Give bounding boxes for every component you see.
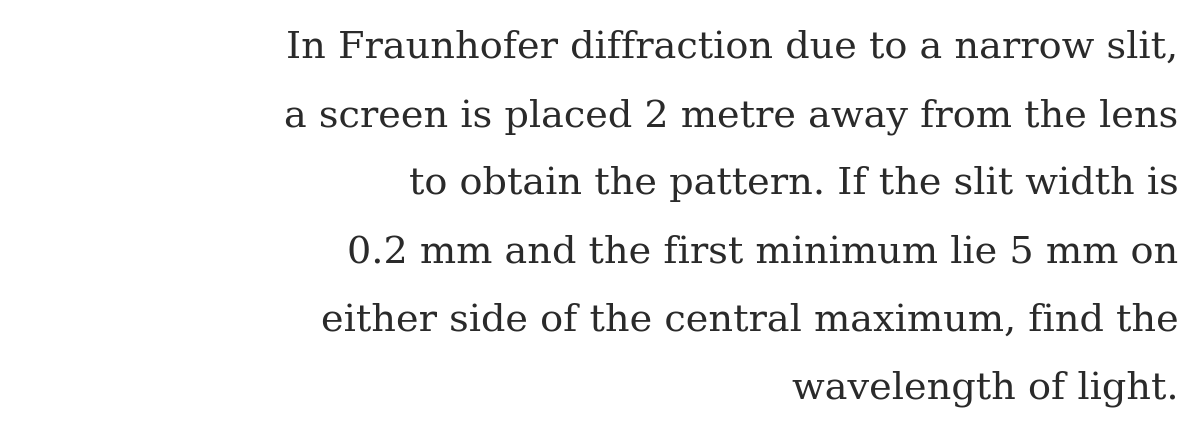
Text: to obtain the pattern. If the slit width is: to obtain the pattern. If the slit width… (409, 166, 1178, 202)
Text: 0.2 mm and the first minimum lie 5 mm on: 0.2 mm and the first minimum lie 5 mm on (347, 234, 1178, 270)
Text: either side of the central maximum, find the: either side of the central maximum, find… (320, 302, 1178, 338)
Text: In Fraunhofer diffraction due to a narrow slit,: In Fraunhofer diffraction due to a narro… (287, 30, 1178, 66)
Text: a screen is placed 2 metre away from the lens: a screen is placed 2 metre away from the… (284, 98, 1178, 135)
Text: wavelength of light.: wavelength of light. (792, 370, 1178, 406)
